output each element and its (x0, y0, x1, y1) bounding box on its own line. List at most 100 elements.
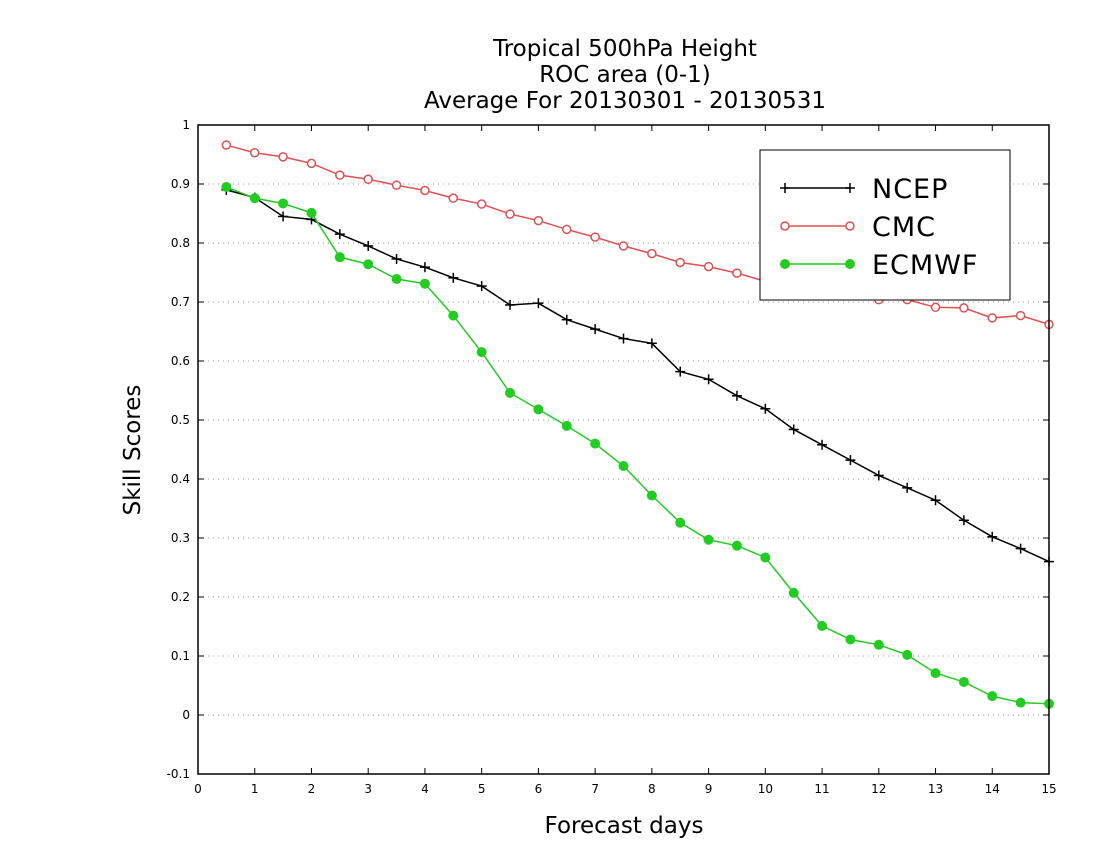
data-point-ecmwf (391, 273, 402, 284)
data-point-ecmwf (334, 252, 345, 263)
series-line-ncep (226, 189, 1050, 563)
y-tick-label: 1 (182, 118, 190, 132)
data-point-cmc (1015, 310, 1026, 321)
data-point-ecmwf (760, 552, 771, 563)
x-axis-label: Forecast days (545, 813, 704, 839)
x-tick-label: 4 (421, 782, 429, 796)
x-tick-label: 6 (535, 782, 543, 796)
data-point-ncep (1015, 543, 1026, 554)
data-point-ecmwf (278, 198, 289, 209)
data-point-ecmwf (1015, 697, 1026, 708)
y-tick-label: 0.8 (171, 236, 190, 250)
series-ncep (221, 184, 1054, 567)
data-point-ncep (419, 262, 430, 273)
data-point-ecmwf (505, 387, 516, 398)
x-tick-label: 8 (648, 782, 656, 796)
legend-item-ecmwf: ECMWF (780, 250, 978, 281)
data-point-cmc (675, 257, 685, 268)
x-tick-label: 5 (478, 782, 486, 796)
x-tick-label: 9 (705, 782, 713, 796)
x-tick-label: 11 (814, 782, 829, 796)
x-tick-label: 12 (871, 782, 886, 796)
series-line-cmc (226, 144, 1050, 326)
data-point-ncep (505, 299, 516, 310)
data-point-cmc (562, 224, 572, 235)
data-point-ecmwf (675, 517, 686, 528)
data-point-ncep (788, 424, 799, 435)
legend-marker-cmc (845, 221, 855, 231)
data-point-ncep (760, 403, 771, 414)
data-point-ncep (930, 495, 941, 506)
data-point-ecmwf (902, 649, 913, 660)
data-point-cmc (249, 147, 260, 158)
legend-box (759, 149, 1011, 301)
data-point-ecmwf (930, 668, 941, 679)
data-point-cmc (590, 232, 600, 242)
data-point-cmc (335, 170, 345, 180)
data-point-ncep (902, 482, 913, 493)
legend-marker-cmc (780, 221, 790, 231)
data-point-cmc (448, 193, 459, 203)
data-point-cmc (618, 241, 629, 251)
data-point-ncep (618, 333, 629, 344)
y-tick-label: -0.1 (167, 767, 190, 781)
legend-item-cmc: CMC (780, 212, 935, 243)
data-point-ncep (817, 439, 828, 450)
data-point-ecmwf (221, 181, 232, 192)
data-point-ecmwf (476, 347, 487, 358)
legend-marker-ncep (780, 183, 790, 193)
y-tick-label: 0.1 (171, 649, 190, 663)
data-point-cmc (930, 302, 941, 313)
x-tick-label: 13 (928, 782, 943, 796)
data-point-cmc (363, 174, 373, 185)
data-point-cmc (420, 185, 430, 196)
data-point-ncep (561, 314, 572, 325)
x-tick-label: 15 (1041, 782, 1056, 796)
data-point-cmc (505, 209, 515, 219)
legend-marker-ncep (845, 183, 855, 193)
data-point-ecmwf (561, 420, 572, 431)
data-point-ecmwf (448, 310, 459, 321)
data-point-ecmwf (646, 490, 657, 501)
data-point-ecmwf (618, 461, 629, 472)
data-point-ncep (675, 366, 686, 377)
data-point-ncep (533, 298, 544, 309)
data-point-ecmwf (958, 676, 969, 687)
data-point-cmc (703, 261, 714, 272)
legend: NCEP CMC ECMWF (759, 149, 1011, 301)
chart-title-line-3: Average For 20130301 - 20130531 (423, 88, 827, 114)
data-point-ecmwf (788, 587, 799, 598)
data-point-cmc (476, 199, 487, 209)
data-point-ecmwf (817, 620, 828, 631)
data-point-ecmwf (987, 691, 998, 702)
plot-frame (197, 124, 1050, 775)
legend-label-ecmwf: ECMWF (872, 250, 978, 281)
data-point-ecmwf (419, 278, 430, 289)
series-ecmwf (221, 181, 1054, 709)
y-tick-label: 0.4 (171, 472, 190, 486)
x-tick-label: 2 (308, 782, 316, 796)
chart-title-line-2: ROC area (0-1) (539, 62, 711, 88)
data-point-ncep (987, 531, 998, 542)
data-point-cmc (959, 303, 969, 313)
tick-layer: -0.100.10.20.30.40.50.60.70.80.910 1 2 3 4 5 6… (167, 118, 1057, 796)
chart-title-line-1: Tropical 500hPa Height (493, 36, 757, 62)
data-point-ecmwf (873, 639, 884, 650)
x-tick-label: 3 (364, 782, 372, 796)
x-tick-label: 14 (985, 782, 1000, 796)
data-point-ncep (448, 272, 459, 283)
legend-marker-ecmwf (780, 259, 790, 269)
data-point-ncep (391, 253, 402, 264)
y-tick-label: 0 (182, 708, 190, 722)
data-point-cmc (533, 215, 544, 226)
y-tick-label: 0.2 (171, 590, 190, 604)
data-point-ncep (646, 338, 657, 349)
x-tick-label: 0 (194, 782, 202, 796)
data-point-ncep (958, 515, 969, 526)
legend-item-ncep: NCEP (780, 174, 947, 205)
data-point-ecmwf (731, 540, 742, 551)
y-tick-label: 0.9 (171, 177, 190, 191)
data-point-cmc (278, 152, 288, 162)
data-point-ncep (873, 470, 884, 481)
